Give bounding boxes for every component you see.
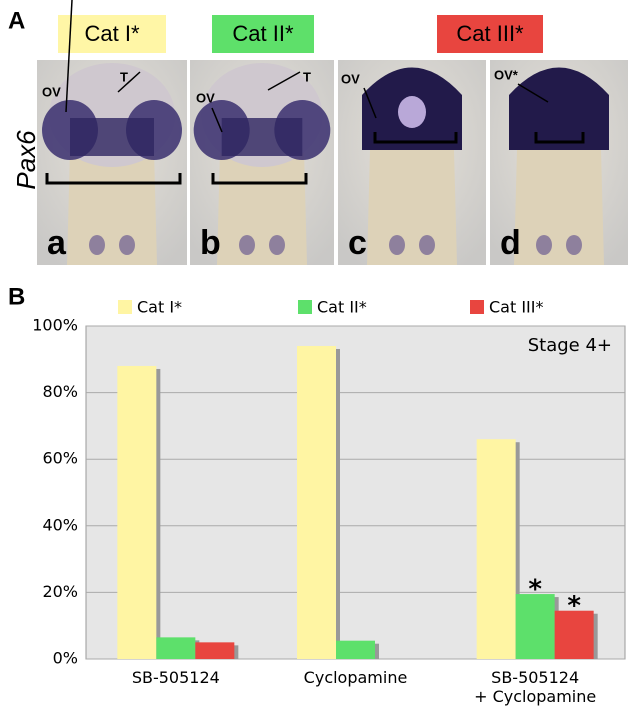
- bar: [554, 610, 594, 659]
- category-label: Cat III*: [456, 21, 524, 46]
- yolk-stain: [119, 235, 135, 255]
- structure-label: OV: [42, 84, 61, 99]
- panel-label: A: [8, 7, 25, 34]
- category-label: Cat II*: [232, 21, 294, 46]
- photo-letter: d: [500, 224, 521, 262]
- structure-label: T: [120, 69, 128, 84]
- yolk-stain: [419, 235, 435, 255]
- embryo-body: [67, 150, 157, 265]
- pointer: [267, 71, 301, 91]
- bracket: [211, 173, 308, 185]
- bracket: [45, 173, 182, 185]
- pointer: [363, 87, 377, 119]
- embryo-body: [217, 150, 307, 265]
- pale-center: [398, 96, 426, 128]
- yolk-stain: [239, 235, 255, 255]
- structure-label: T: [303, 69, 311, 84]
- structure-label: OV*: [494, 67, 519, 82]
- embryo-photo: OV Ta: [37, 0, 187, 265]
- legend-swatch: [118, 300, 132, 314]
- embryo-photo: OV Tb: [190, 60, 334, 265]
- embryo-body: [514, 150, 604, 265]
- y-tick-label: 60%: [42, 449, 78, 468]
- photo-letter: c: [348, 224, 367, 262]
- pointer: [65, 0, 73, 113]
- annotation: Stage 4+: [528, 335, 612, 356]
- photo-letter: a: [47, 224, 67, 262]
- category-label: Cat I*: [84, 21, 139, 46]
- bracket: [373, 132, 458, 144]
- bar: [297, 345, 336, 659]
- yolk-stain: [389, 235, 405, 255]
- embryo-photo: OV* d: [490, 60, 628, 265]
- bar: [476, 439, 516, 659]
- y-tick-label: 40%: [42, 515, 78, 534]
- bar: [156, 637, 196, 659]
- bar: [336, 640, 375, 659]
- x-tick-label: Cyclopamine: [303, 668, 408, 687]
- y-tick-label: 80%: [42, 382, 78, 401]
- bar: [117, 365, 157, 659]
- y-tick-label: 100%: [32, 316, 78, 335]
- legend-label: Cat II*: [317, 298, 367, 317]
- significance-mark: *: [528, 575, 542, 605]
- legend-label: Cat III*: [489, 298, 544, 317]
- bar: [195, 642, 235, 659]
- category-badge: [58, 15, 166, 53]
- pointer: [117, 71, 141, 93]
- pointer: [211, 107, 223, 133]
- x-tick-label: SB-505124: [131, 668, 220, 687]
- embryo-body: [367, 150, 457, 265]
- y-tick-label: 0%: [53, 649, 78, 668]
- row-label: Pax6: [11, 130, 41, 190]
- bracket: [534, 132, 585, 144]
- category-badge: [437, 15, 543, 53]
- stain: [70, 118, 154, 156]
- significance-mark: *: [567, 591, 581, 621]
- yolk-stain: [536, 235, 552, 255]
- structure-label: OV: [196, 90, 215, 105]
- structure-label: OV: [341, 71, 360, 86]
- head: [509, 67, 609, 150]
- pointer: [517, 83, 549, 103]
- category-badge: [212, 15, 314, 53]
- photo-letter: b: [200, 224, 221, 262]
- yolk-stain: [89, 235, 105, 255]
- stain: [221, 118, 303, 156]
- yolk-stain: [269, 235, 285, 255]
- y-tick-label: 20%: [42, 582, 78, 601]
- legend-swatch: [470, 300, 484, 314]
- bar: [515, 594, 555, 659]
- legend-label: Cat I*: [137, 298, 182, 317]
- panel-label: B: [8, 283, 25, 310]
- legend-swatch: [298, 300, 312, 314]
- x-tick-label: SB-505124 + Cyclopamine: [474, 668, 597, 706]
- yolk-stain: [566, 235, 582, 255]
- embryo-photo: OV c: [338, 60, 486, 265]
